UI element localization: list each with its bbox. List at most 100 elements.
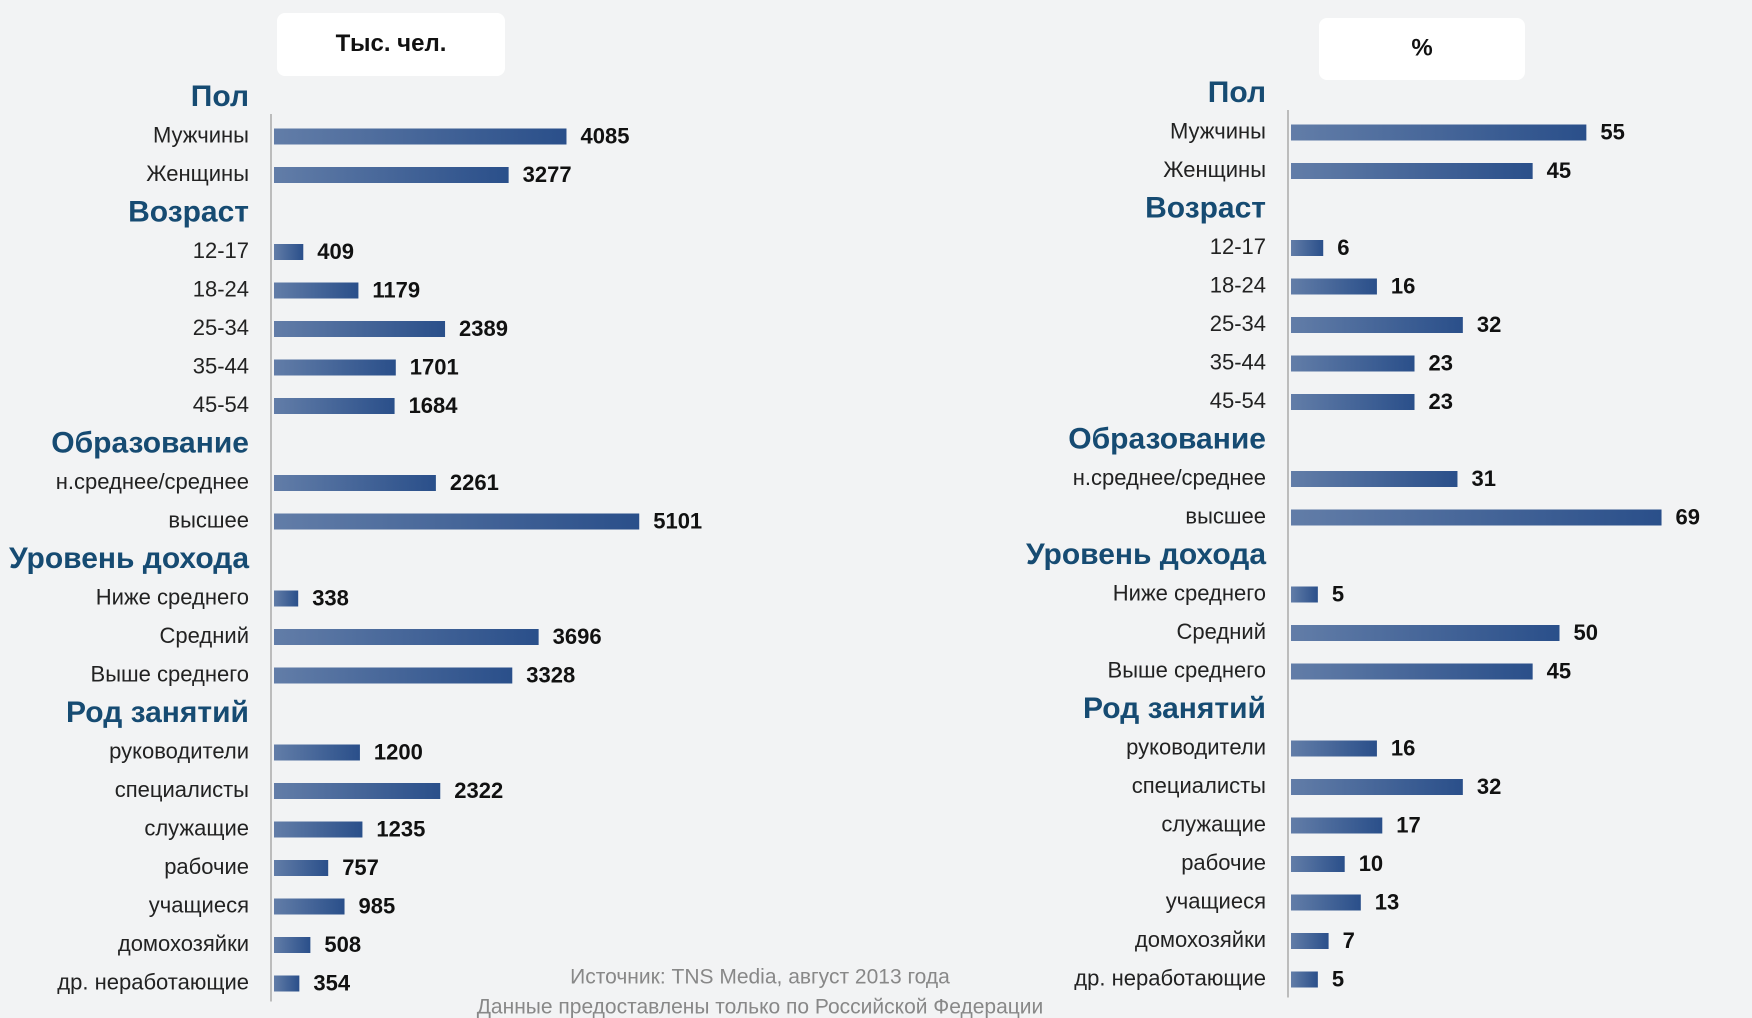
- value-label: 2389: [459, 316, 508, 341]
- bar: [274, 244, 304, 260]
- category-label: руководители: [109, 738, 249, 763]
- value-label: 17: [1396, 812, 1420, 837]
- bar: [274, 321, 446, 337]
- category-label: 45-54: [1210, 388, 1266, 413]
- value-label: 7: [1343, 928, 1355, 953]
- bar: [1291, 355, 1415, 372]
- category-label: 18-24: [193, 276, 249, 301]
- category-label: Ниже среднего: [96, 584, 249, 609]
- value-label: 1179: [372, 277, 420, 302]
- category-label: 45-54: [193, 392, 249, 417]
- category-label: Женщины: [146, 161, 249, 186]
- value-label: 16: [1391, 273, 1415, 298]
- value-label: 50: [1574, 620, 1598, 645]
- value-label: 23: [1429, 350, 1453, 375]
- bar: [1291, 894, 1361, 911]
- category-label: Мужчины: [1170, 118, 1266, 143]
- bar: [274, 783, 441, 799]
- bar: [274, 590, 299, 607]
- category-label: домохозяйки: [118, 931, 249, 956]
- category-label: н.среднее/среднее: [56, 469, 249, 494]
- bar: [1291, 856, 1345, 872]
- group-header: Пол: [1208, 76, 1266, 109]
- category-label: Выше среднего: [1108, 657, 1266, 682]
- unit-label: Тыс. чел.: [336, 30, 447, 57]
- bar: [1291, 586, 1318, 603]
- value-label: 354: [313, 970, 350, 995]
- category-label: 25-34: [1210, 311, 1266, 336]
- category-label: 12-17: [1210, 234, 1266, 259]
- bar: [274, 282, 359, 299]
- bar: [1291, 124, 1587, 141]
- value-label: 508: [324, 932, 361, 957]
- bar: [1291, 625, 1560, 641]
- value-label: 1701: [410, 354, 459, 379]
- value-label: 13: [1375, 889, 1399, 914]
- category-label: др. неработающие: [57, 969, 249, 994]
- bar: [1291, 933, 1329, 949]
- unit-box: [1319, 18, 1525, 80]
- value-label: 55: [1600, 119, 1624, 144]
- value-label: 409: [317, 239, 354, 264]
- value-label: 5: [1332, 581, 1344, 606]
- group-header: Возраст: [128, 195, 249, 228]
- category-label: 25-34: [193, 315, 249, 340]
- bar: [274, 359, 396, 376]
- value-label: 3696: [553, 624, 602, 649]
- value-label: 10: [1359, 851, 1383, 876]
- value-label: 6: [1337, 235, 1349, 260]
- note: Данные предоставлены только по Российско…: [477, 996, 1044, 1018]
- group-header: Род занятий: [66, 696, 249, 729]
- category-label: 12-17: [193, 238, 249, 263]
- bar: [1291, 278, 1377, 295]
- bar: [274, 475, 436, 491]
- group-header: Образование: [51, 426, 249, 459]
- bar: [1291, 971, 1318, 988]
- bar: [1291, 240, 1324, 256]
- bar: [1291, 740, 1377, 757]
- value-label: 23: [1429, 389, 1453, 414]
- value-label: 45: [1547, 658, 1571, 683]
- group-header: Образование: [1068, 422, 1266, 455]
- value-label: 45: [1547, 158, 1571, 183]
- value-label: 4085: [580, 123, 629, 148]
- bar: [1291, 317, 1463, 333]
- bar: [274, 667, 513, 684]
- category-label: руководители: [1126, 734, 1266, 759]
- value-label: 985: [359, 893, 396, 918]
- bar: [274, 937, 311, 953]
- group-header: Пол: [191, 80, 249, 113]
- category-label: учащиеся: [149, 892, 249, 917]
- bar: [1291, 471, 1458, 487]
- category-label: н.среднее/среднее: [1073, 465, 1266, 490]
- value-label: 338: [312, 585, 349, 610]
- category-label: специалисты: [1132, 773, 1266, 798]
- bar: [1291, 394, 1415, 410]
- value-label: 3277: [523, 162, 572, 187]
- bar: [1291, 663, 1533, 680]
- bar: [1291, 163, 1533, 179]
- bar: [274, 167, 509, 183]
- category-label: Ниже среднего: [1113, 580, 1266, 605]
- bar: [1291, 779, 1463, 795]
- unit-label: %: [1411, 34, 1432, 61]
- bar: [274, 821, 363, 838]
- category-label: учащиеся: [1166, 888, 1266, 913]
- bar: [274, 898, 345, 915]
- value-label: 69: [1676, 504, 1700, 529]
- value-label: 16: [1391, 735, 1415, 760]
- category-label: др. неработающие: [1074, 965, 1266, 990]
- category-label: 35-44: [193, 353, 249, 378]
- value-label: 757: [342, 855, 379, 880]
- value-label: 2261: [450, 470, 499, 495]
- value-label: 5: [1332, 966, 1344, 991]
- group-header: Уровень дохода: [9, 542, 249, 575]
- unit-box: [277, 13, 505, 76]
- bar: [274, 128, 567, 145]
- category-label: рабочие: [164, 854, 249, 879]
- category-label: рабочие: [1181, 850, 1266, 875]
- group-header: Уровень дохода: [1026, 538, 1266, 571]
- group-header: Возраст: [1145, 191, 1266, 224]
- category-label: 35-44: [1210, 349, 1266, 374]
